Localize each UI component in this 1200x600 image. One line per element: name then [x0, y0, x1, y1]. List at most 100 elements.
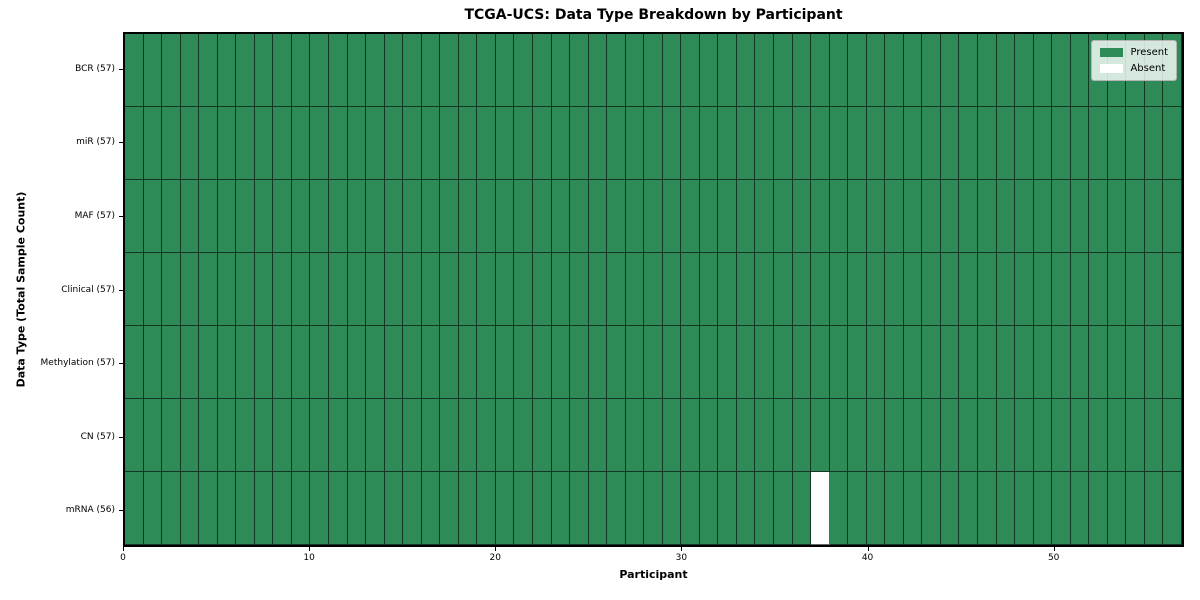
heatmap-cell — [162, 34, 181, 107]
heatmap-cell — [125, 399, 144, 472]
heatmap-cell — [940, 472, 960, 545]
heatmap-cell — [1052, 399, 1071, 472]
heatmap-cell — [347, 253, 367, 326]
heatmap-cell — [625, 399, 645, 472]
heatmap-cell — [625, 34, 645, 107]
heatmap-cell — [811, 399, 830, 472]
heatmap-cell — [1163, 326, 1182, 399]
heatmap-cell — [180, 472, 200, 545]
heatmap-cell — [644, 326, 663, 399]
heatmap-cell — [1126, 107, 1145, 180]
heatmap-cell — [903, 472, 923, 545]
heatmap-cell — [440, 253, 459, 326]
x-tick-mark — [867, 547, 869, 551]
heatmap-cell — [681, 399, 700, 472]
heatmap-cell — [885, 253, 904, 326]
heatmap-cell — [625, 326, 645, 399]
heatmap-cell — [180, 180, 200, 253]
heatmap-cell — [718, 326, 737, 399]
heatmap-cell — [866, 180, 886, 253]
heatmap-cell — [1089, 399, 1108, 472]
y-tick-label: BCR (57) — [75, 63, 115, 74]
heatmap-cell — [477, 472, 496, 545]
x-tick-label: 10 — [303, 553, 315, 563]
heatmap-cell — [421, 253, 441, 326]
heatmap-cell — [495, 253, 515, 326]
heatmap-cell — [217, 180, 237, 253]
heatmap-cell — [792, 107, 812, 180]
heatmap-cell — [1015, 253, 1034, 326]
heatmap-cell — [328, 399, 348, 472]
heatmap-cell — [291, 326, 311, 399]
legend-label: Absent — [1130, 63, 1166, 74]
heatmap-cell — [681, 326, 700, 399]
heatmap-cell — [403, 399, 422, 472]
heatmap-cell — [774, 180, 793, 253]
heatmap-cell — [996, 107, 1016, 180]
heatmap-cell — [310, 180, 329, 253]
heatmap-cell — [217, 326, 237, 399]
heatmap-cell — [440, 34, 459, 107]
heatmap-cell — [736, 326, 756, 399]
heatmap-cell — [199, 107, 218, 180]
heatmap-cell — [829, 107, 849, 180]
heatmap-cell — [570, 472, 589, 545]
heatmap-cell — [940, 107, 960, 180]
heatmap-cell — [217, 34, 237, 107]
legend-item-present: Present — [1100, 47, 1168, 58]
heatmap-cell — [236, 253, 255, 326]
heatmap-cell — [829, 326, 849, 399]
heatmap-cell — [1033, 34, 1053, 107]
x-tick-label: 30 — [675, 553, 688, 563]
heatmap-cell — [644, 107, 663, 180]
legend-label: Present — [1130, 47, 1168, 58]
heatmap-cell — [866, 472, 886, 545]
y-tick-label: Clinical (57) — [61, 284, 115, 295]
heatmap-cell — [125, 472, 144, 545]
heatmap-cell — [403, 472, 422, 545]
y-tick-label: miR (57) — [76, 137, 115, 148]
heatmap-cell — [922, 34, 941, 107]
heatmap-cell — [885, 472, 904, 545]
heatmap-cell — [125, 34, 144, 107]
heatmap-cell — [495, 180, 515, 253]
heatmap-cell — [811, 180, 830, 253]
heatmap-cell — [180, 326, 200, 399]
heatmap-cell — [978, 34, 997, 107]
heatmap-cell — [607, 180, 626, 253]
heatmap-cell — [662, 399, 682, 472]
heatmap-cell — [755, 34, 775, 107]
heatmap-cell — [125, 326, 144, 399]
heatmap-cell — [180, 253, 200, 326]
heatmap-cell — [458, 107, 478, 180]
heatmap-cell — [903, 107, 923, 180]
heatmap-cell — [996, 34, 1016, 107]
heatmap-cell — [236, 180, 255, 253]
heatmap-cell — [588, 472, 608, 545]
heatmap-cell — [774, 326, 793, 399]
heatmap-cell — [143, 107, 163, 180]
heatmap-cell — [699, 326, 719, 399]
heatmap-cell — [254, 472, 274, 545]
heatmap-cell — [495, 107, 515, 180]
heatmap-cell — [922, 180, 941, 253]
heatmap-cell — [440, 399, 459, 472]
heatmap-cell — [384, 399, 404, 472]
x-tick-mark — [681, 547, 683, 551]
heatmap-cell — [774, 107, 793, 180]
heatmap-cell — [254, 34, 274, 107]
y-tick-mark — [119, 68, 123, 70]
heatmap-cell — [644, 34, 663, 107]
heatmap-cell — [811, 107, 830, 180]
heatmap-cell — [458, 253, 478, 326]
heatmap-cell — [699, 34, 719, 107]
heatmap-cell — [699, 180, 719, 253]
heatmap-cell — [959, 253, 979, 326]
heatmap-cell — [551, 34, 571, 107]
heatmap-cell — [570, 107, 589, 180]
heatmap-cell — [607, 34, 626, 107]
heatmap-cell — [458, 180, 478, 253]
heatmap-cell — [978, 326, 997, 399]
heatmap-cell — [421, 399, 441, 472]
heatmap-cell — [1163, 253, 1182, 326]
